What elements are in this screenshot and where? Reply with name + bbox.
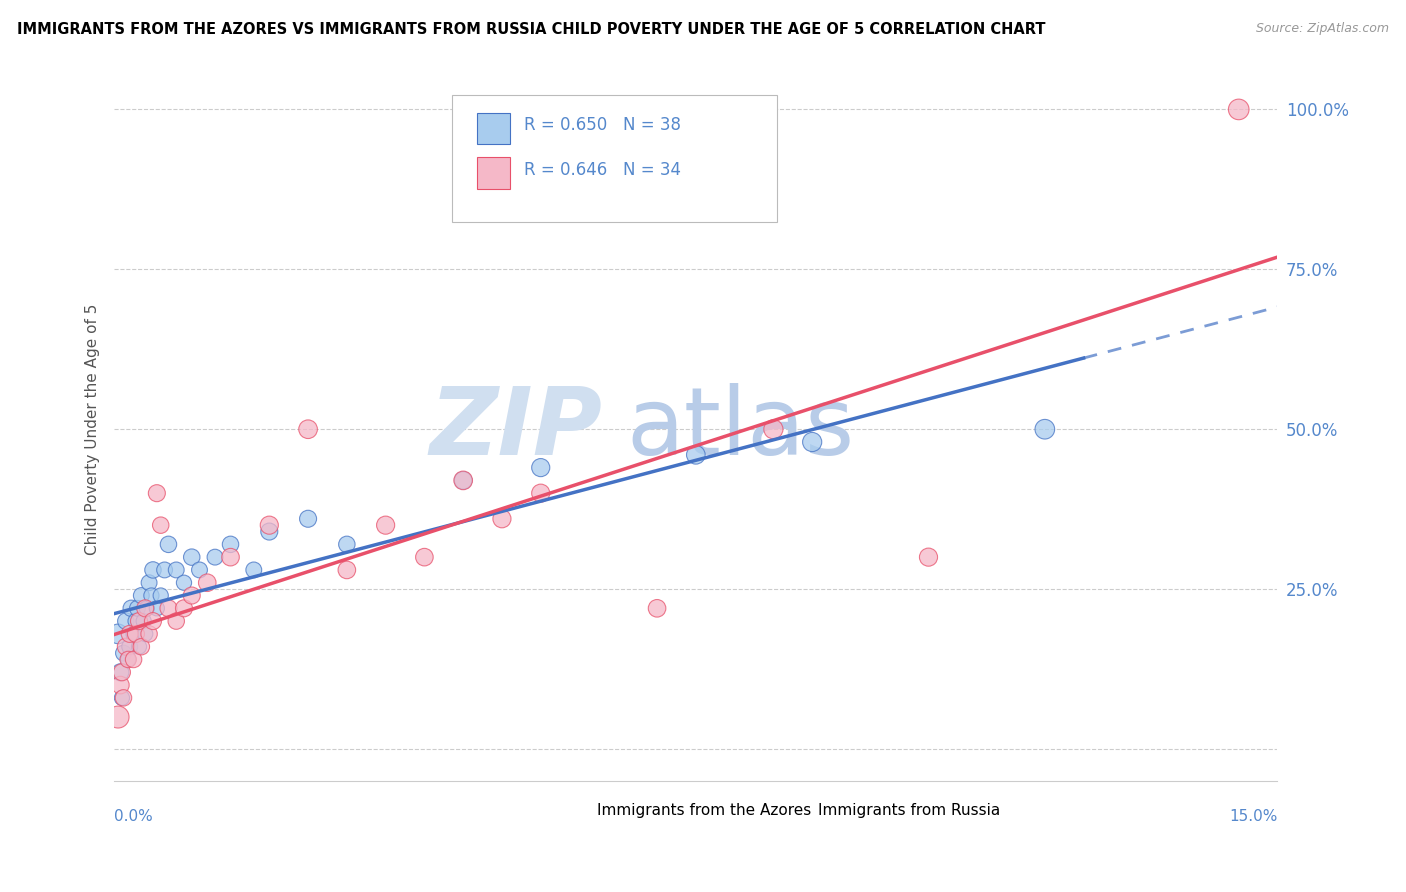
Point [149, 518, 172, 533]
Point [122, 652, 145, 666]
Point [219, 550, 242, 565]
Point [530, 460, 553, 475]
Point [138, 627, 160, 641]
Point [141, 589, 163, 603]
Point [131, 640, 153, 654]
Point [118, 627, 141, 641]
Point [1033, 422, 1056, 436]
Point [762, 422, 785, 436]
Point [451, 474, 474, 488]
Point [165, 614, 187, 628]
Point [117, 652, 139, 666]
Text: IMMIGRANTS FROM THE AZORES VS IMMIGRANTS FROM RUSSIA CHILD POVERTY UNDER THE AGE: IMMIGRANTS FROM THE AZORES VS IMMIGRANTS… [17, 22, 1046, 37]
Point [111, 690, 134, 705]
Point [110, 665, 132, 680]
Point [110, 678, 132, 692]
Point [118, 640, 141, 654]
Point [336, 537, 359, 551]
Point [801, 435, 824, 450]
Point [142, 563, 165, 577]
Point [243, 563, 266, 577]
Point [107, 710, 129, 724]
Point [165, 563, 187, 577]
Text: R = 0.650   N = 38: R = 0.650 N = 38 [523, 116, 681, 135]
Point [146, 601, 169, 615]
Point [180, 589, 202, 603]
Point [134, 627, 156, 641]
Point [117, 652, 139, 666]
Point [114, 640, 136, 654]
Point [451, 474, 474, 488]
Point [204, 550, 226, 565]
Point [114, 614, 136, 628]
Point [219, 537, 242, 551]
FancyBboxPatch shape [783, 799, 808, 822]
Point [125, 627, 148, 641]
Point [195, 575, 218, 590]
Point [173, 575, 195, 590]
FancyBboxPatch shape [477, 157, 510, 188]
Point [112, 646, 135, 660]
Text: 15.0%: 15.0% [1229, 809, 1278, 824]
FancyBboxPatch shape [562, 799, 588, 822]
FancyBboxPatch shape [451, 95, 778, 222]
Text: R = 0.646   N = 34: R = 0.646 N = 34 [523, 161, 681, 179]
Y-axis label: Child Poverty Under the Age of 5: Child Poverty Under the Age of 5 [86, 303, 100, 555]
Point [259, 524, 281, 539]
Point [135, 601, 157, 615]
Point [111, 665, 134, 680]
Point [297, 512, 319, 526]
Point [413, 550, 436, 565]
Point [336, 563, 359, 577]
Text: Immigrants from Russia: Immigrants from Russia [818, 803, 1000, 818]
Point [127, 601, 149, 615]
Text: atlas: atlas [626, 384, 855, 475]
Point [173, 601, 195, 615]
Point [259, 518, 281, 533]
FancyBboxPatch shape [477, 112, 510, 145]
Point [157, 601, 180, 615]
Point [645, 601, 668, 615]
Text: ZIP: ZIP [430, 384, 603, 475]
Point [188, 563, 211, 577]
Text: Immigrants from the Azores: Immigrants from the Azores [598, 803, 811, 818]
Point [128, 640, 150, 654]
Point [142, 614, 165, 628]
Point [112, 690, 135, 705]
Point [149, 589, 172, 603]
Point [530, 486, 553, 500]
Point [491, 512, 513, 526]
Point [138, 575, 160, 590]
Point [180, 550, 202, 565]
Point [1227, 103, 1250, 117]
Text: 0.0%: 0.0% [114, 809, 153, 824]
Point [374, 518, 396, 533]
Point [153, 563, 176, 577]
Point [128, 614, 150, 628]
Point [917, 550, 939, 565]
Text: Source: ZipAtlas.com: Source: ZipAtlas.com [1256, 22, 1389, 36]
Point [685, 448, 707, 462]
Point [122, 627, 145, 641]
Point [132, 614, 155, 628]
Point [131, 589, 153, 603]
Point [125, 614, 148, 628]
Point [107, 627, 129, 641]
Point [157, 537, 180, 551]
Point [297, 422, 319, 436]
Point [146, 486, 169, 500]
Point [134, 601, 156, 615]
Point [120, 601, 142, 615]
